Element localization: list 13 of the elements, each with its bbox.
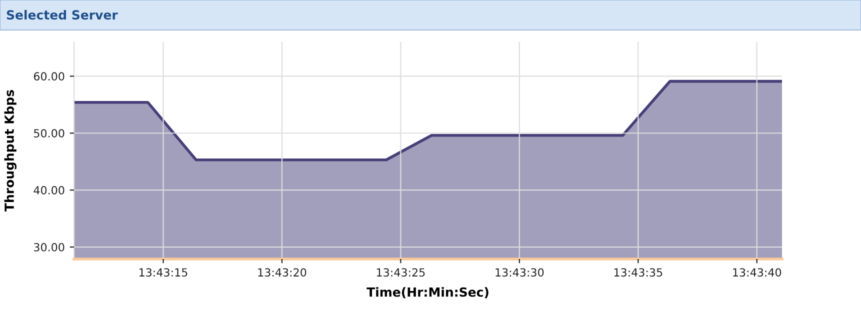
x-tick-label: 13:43:15 — [140, 268, 188, 277]
x-tick-label: 13:43:35 — [614, 268, 662, 277]
y-tick-label: 60.00 — [34, 72, 64, 81]
x-tick-label: 13:43:25 — [376, 268, 425, 277]
y-tick-label: 50.00 — [34, 129, 64, 138]
x-axis-title: Time(Hr:Min:Sec) — [366, 287, 488, 298]
y-tick-label: 40.00 — [34, 186, 64, 194]
chart-title: Selected Server — [6, 10, 118, 20]
x-tick-label: 13:43:30 — [496, 268, 544, 277]
x-tick-label: 13:43:20 — [258, 268, 306, 277]
y-tick-label: 30.00 — [34, 243, 64, 252]
y-axis-title: Throughput Kbps — [4, 90, 16, 212]
x-tick-label: 13:43:40 — [733, 268, 782, 277]
